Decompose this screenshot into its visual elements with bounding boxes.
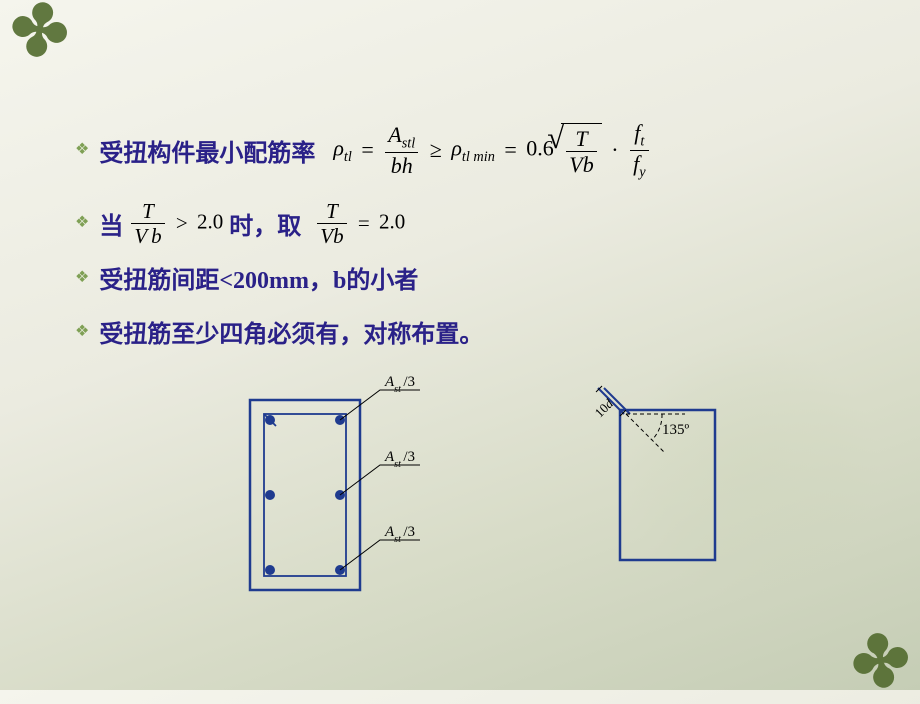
bullet-2-mid: 时，取 — [229, 206, 301, 241]
frac-ft-fy: ft fy — [630, 120, 648, 181]
bullet-row-4: ❖ 受扭筋至少四角必须有，对称布置。 — [75, 308, 880, 356]
den-h: h — [402, 153, 413, 178]
gt-op: > — [176, 211, 188, 235]
eq-1: = — [361, 137, 373, 162]
two-b: 2.0 — [379, 209, 405, 233]
bullet-row-1: ❖ 受扭构件最小配筋率 ρtl = Astl bh ≥ ρtl min = 0.… — [75, 120, 880, 181]
two-a: 2.0 — [197, 209, 223, 233]
rho-symbol: ρ — [333, 135, 344, 160]
bullet-row-2: ❖ 当 T Vb > 2.0 时，取 T Vb = 2.0 — [75, 199, 880, 248]
bullet-marker: ❖ — [75, 324, 89, 340]
astl-a: A — [388, 122, 401, 147]
c1-dv: V — [134, 224, 147, 248]
eq-3: = — [358, 211, 370, 235]
label-10d: 10d — [592, 396, 617, 421]
den-b: b — [391, 153, 402, 178]
sqrt-den-b: b — [583, 152, 594, 177]
formula-cond-1: T Vb > 2.0 — [129, 199, 223, 248]
formula-main: ρtl = Astl bh ≥ ρtl min = 0.6 √ T Vb · — [333, 120, 650, 181]
bullet-marker: ❖ — [75, 215, 89, 231]
bullet-row-3: ❖ 受扭筋间距<200mm，b的小者 — [75, 254, 880, 302]
floral-ornament-top: ✤ — [3, 0, 75, 77]
ge-op: ≥ — [430, 137, 442, 162]
c1-num: T — [131, 199, 164, 224]
label-ast3-1: Ast /3 — [384, 374, 415, 395]
sqrt-den-v: V — [569, 152, 582, 177]
rho-symbol-2: ρ — [451, 135, 462, 160]
rho-sub-min: tl min — [462, 149, 495, 165]
bullet-marker: ❖ — [75, 142, 89, 158]
frac-astl-bh: Astl bh — [385, 122, 418, 178]
formula-cond-2: T Vb = 2.0 — [315, 199, 405, 248]
bullet-4-text: 受扭筋至少四角必须有，对称布置。 — [99, 314, 483, 349]
diagram-left: Ast /3 Ast /3 Ast /3 — [250, 374, 420, 590]
bullet-marker: ❖ — [75, 270, 89, 286]
diagrams-svg: Ast /3 Ast /3 Ast /3 10d — [210, 370, 850, 630]
label-135: 135º — [662, 422, 690, 438]
label-ast3-2: Ast /3 — [384, 449, 415, 470]
c2-db: b — [333, 224, 344, 248]
ft-t: t — [640, 133, 644, 149]
floral-ornament-bottom: ✤ — [845, 613, 917, 704]
dot-op: · — [611, 137, 618, 162]
sqrt-num: T — [566, 126, 596, 152]
slide-content: ❖ 受扭构件最小配筋率 ρtl = Astl bh ≥ ρtl min = 0.… — [75, 120, 880, 362]
bullet-2-pre: 当 — [99, 206, 123, 241]
rho-sub: tl — [344, 149, 352, 165]
c2-num: T — [317, 199, 346, 224]
eq-2: = — [504, 137, 516, 162]
bullet-1-text: 受扭构件最小配筋率 — [99, 133, 315, 168]
diagram-right: 10d 135º — [592, 386, 715, 560]
c1-db: b — [151, 224, 162, 248]
astl-sub: stl — [402, 136, 416, 152]
bullet-3-text: 受扭筋间距<200mm，b的小者 — [99, 260, 418, 295]
diagrams-area: Ast /3 Ast /3 Ast /3 10d — [210, 370, 850, 630]
fy-y: y — [639, 164, 645, 180]
c2-dv: V — [320, 224, 333, 248]
label-ast3-3: Ast /3 — [384, 524, 415, 545]
sqrt-tvb: √ T Vb — [561, 123, 601, 178]
